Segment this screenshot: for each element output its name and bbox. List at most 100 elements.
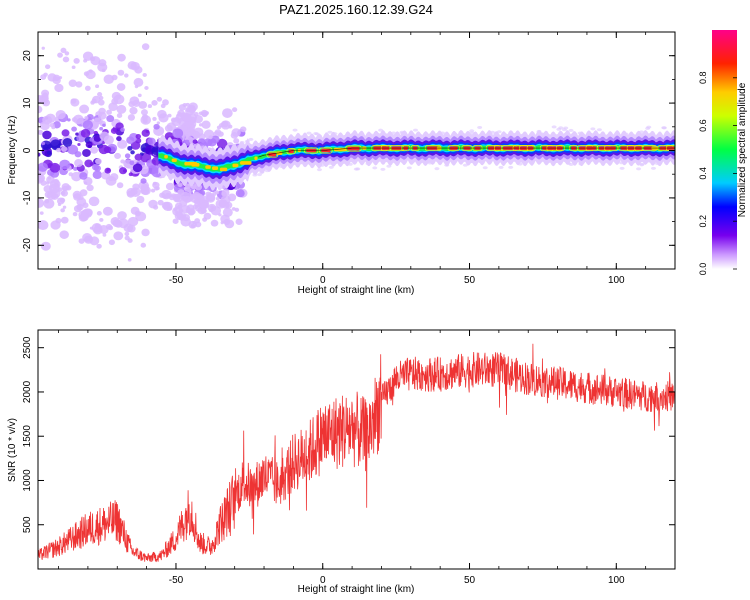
y-tick-label: 1500 [22,425,33,448]
spectrogram-noise-blob [38,129,44,135]
spectrogram-noise-blob [197,138,206,146]
spectrogram-noise-blob [42,115,53,125]
spectrogram-noise-blob [134,153,143,161]
spectrogram-noise-blob [114,220,123,228]
spectrogram-noise-blob [208,135,213,140]
spectrogram-noise-blob [127,216,139,227]
spectrogram-ylabel: Frequency (Hz) [7,116,18,185]
spectrogram-noise-blob [108,176,114,182]
spectrogram-noise-blob [129,106,138,115]
spectrogram-noise-blob [185,207,192,213]
spectrogram-halo-blob [313,131,319,135]
spectrogram-noise-blob [79,213,89,222]
spectrogram-noise-blob [102,233,107,237]
spectrogram-halo-blob [380,167,386,171]
spectrogram-noise-blob [144,86,149,91]
spectrogram-noise-blob [40,74,47,80]
y-tick-label: 0 [22,147,33,153]
spectrogram-noise-blob [93,117,102,125]
spectrogram-halo-blob [636,167,642,171]
spectrogram-noise-blob [46,150,51,155]
spectrogram-noise-blob [224,201,233,209]
spectrogram-noise-blob [79,189,88,197]
spectrogram-noise-blob [39,211,44,215]
spectrogram-peak-core [232,163,239,168]
spectrogram-noise-blob [178,104,186,111]
spectrogram-noise-blob [82,120,94,130]
spectrogram-noise-blob [173,208,178,212]
spectrogram-peak-core [205,165,211,169]
spectrogram-noise-blob [137,93,142,98]
spectrogram-noise-blob [42,130,52,140]
spectrogram-noise-blob [103,135,114,145]
spectrogram-noise-blob [196,193,204,200]
spectrogram-noise-blob [74,159,83,168]
spectrogram-noise-blob [127,114,136,121]
snr-axes: -50 0 50 100 500 1000 1500 2000 2500 [22,330,676,586]
spectrogram-noise-blob [210,205,214,209]
spectrogram-noise-blob [68,172,73,177]
spectrogram-noise-blob [96,243,102,249]
spectrogram-noise-blob [61,129,70,137]
spectrogram-noise-blob [116,136,122,142]
spectrogram-noise-blob [200,109,209,117]
spectrogram-noise-blob [199,202,207,209]
spectrogram-peak-core [164,154,168,159]
spectrogram-noise-blob [99,217,104,222]
x-tick-label: 50 [464,575,476,586]
y-tick-label: -10 [22,190,33,205]
spectrogram-noise-blob [160,103,166,109]
spectrogram-noise-blob [185,106,196,116]
spectrogram-noise-blob [185,183,191,189]
spectrogram-noise-blob [102,206,113,216]
spectrogram-noise-blob [56,197,65,205]
spectrogram-noise-blob [97,92,103,97]
spectrogram-noise-blob [67,118,71,122]
spectrogram-noise-blob [177,189,185,196]
spectrogram-noise-blob [56,147,61,153]
spectrogram-noise-blob [77,142,81,146]
spectrogram-noise-blob [119,167,127,175]
spectrogram-noise-blob [183,195,192,203]
spectrogram-noise-blob [216,125,222,130]
snr-frame [37,329,676,570]
spectrogram-noise-blob [85,141,93,148]
spectrogram-noise-blob [140,186,150,195]
spectrogram-noise-blob [38,220,49,231]
spectrogram-halo-blob [413,128,419,132]
spectrogram-noise-blob [62,56,70,63]
spectrogram-noise-blob [71,126,77,132]
spectrogram-halo-blob [596,128,602,132]
spectrogram-noise-blob [231,128,241,137]
spectrogram-noise-blob [174,196,181,202]
spectrogram-noise-blob [136,195,145,204]
spectrogram-halo-blob [462,163,468,167]
spectrogram-noise-blob [61,146,68,152]
spectrogram-peak-core [212,166,219,170]
spectrogram-noise-blob [73,114,84,125]
spectrogram-halo-blob [257,173,263,177]
spectrogram-noise-blob [54,83,64,93]
spectrogram-noise-blob [200,207,207,214]
spectrogram-noise-blob [234,207,240,212]
spectrogram-noise-blob [128,172,133,177]
x-tick-label: -50 [169,275,184,286]
spectrogram-noise-blob [130,150,135,155]
spectrogram-noise-blob [223,218,231,226]
spectrogram-noise-blob [192,139,198,144]
spectrogram-peak-core [240,161,252,165]
spectrogram-noise-blob [117,211,127,220]
spectrogram-noise-blob [103,74,114,85]
spectrogram-noise-blob [102,123,106,127]
spectrogram-noise-blob [52,76,61,85]
spectrogram-noise-blob [124,73,129,78]
spectrogram-noise-blob [106,115,115,123]
spectrogram-noise-blob [82,149,91,157]
spectrogram-noise-blob [55,217,62,224]
spectrogram-noise-blob [142,116,148,122]
spectrogram-noise-blob [127,145,133,151]
spectrogram-halo-blob [469,129,475,133]
spectrogram-noise-blob [113,231,124,241]
spectrogram-noise-blob [235,189,245,198]
spectrogram-noise-blob [96,211,102,216]
